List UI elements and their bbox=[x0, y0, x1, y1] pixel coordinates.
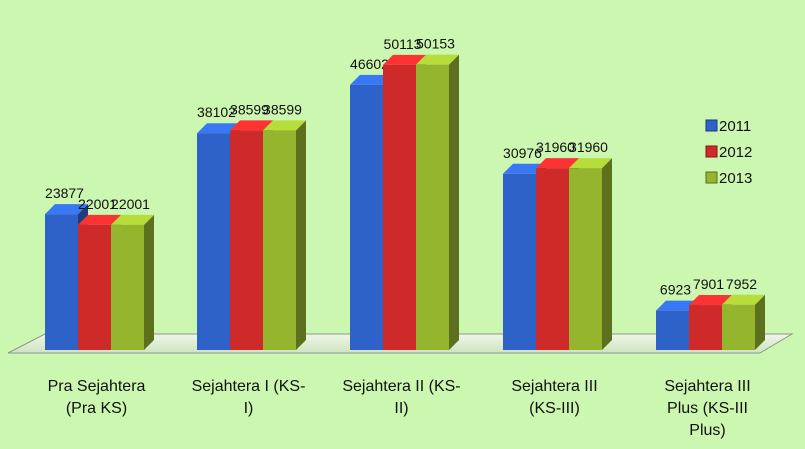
legend-label-2011: 2011 bbox=[719, 118, 751, 135]
data-label-2013-4: 7952 bbox=[726, 276, 757, 292]
bar-2013-1 bbox=[263, 130, 296, 350]
bar-2012-0 bbox=[78, 224, 111, 350]
bar-2012-3 bbox=[536, 168, 569, 350]
category-label-0-0: Pra Sejahtera bbox=[48, 378, 146, 395]
bar-2011-1 bbox=[197, 133, 230, 350]
data-label-2012-3: 31960 bbox=[536, 139, 575, 155]
bar-side-2013-0 bbox=[144, 214, 154, 350]
category-label-4-0: Sejahtera III bbox=[664, 378, 750, 395]
legend-swatch-2012 bbox=[705, 145, 718, 158]
legend-swatch-2011 bbox=[705, 119, 718, 132]
bar-2013-0 bbox=[111, 224, 144, 350]
data-label-2012-2: 50113 bbox=[384, 36, 422, 52]
data-label-2013-3: 31960 bbox=[569, 139, 608, 155]
legend-swatch-2013 bbox=[705, 171, 718, 184]
category-label-3-0: Sejahtera III bbox=[511, 378, 597, 395]
bar-2011-2 bbox=[350, 84, 383, 350]
data-label-2012-4: 7901 bbox=[693, 276, 724, 292]
legend-label-2012: 2012 bbox=[719, 144, 752, 161]
bar-top-2013-4 bbox=[722, 294, 765, 305]
data-label-2012-1: 38599 bbox=[230, 101, 269, 117]
bar-top-2012-0 bbox=[78, 214, 121, 225]
bar-side-2013-4 bbox=[755, 294, 765, 350]
bar-side-2013-2 bbox=[449, 54, 459, 350]
legend-label-2013: 2013 bbox=[719, 170, 752, 187]
bar-2011-4 bbox=[656, 310, 689, 350]
bar-top-2013-3 bbox=[569, 158, 612, 169]
category-label-4-1: Plus (KS-III bbox=[667, 400, 748, 417]
category-label-2-1: II) bbox=[394, 400, 408, 417]
category-label-0-1: (Pra KS) bbox=[66, 400, 127, 417]
bar-top-2011-1 bbox=[197, 123, 240, 134]
bar-top-2012-2 bbox=[383, 54, 426, 65]
data-label-2011-0: 23877 bbox=[45, 185, 84, 201]
category-label-1-1: I) bbox=[244, 400, 254, 417]
bar-side-2013-3 bbox=[602, 158, 612, 350]
bar-top-2011-2 bbox=[350, 74, 393, 85]
category-label-2-0: Sejahtera II (KS- bbox=[342, 378, 460, 395]
bar-top-2011-3 bbox=[503, 163, 546, 174]
bar-2013-2 bbox=[416, 64, 449, 350]
bar-2012-2 bbox=[383, 64, 416, 350]
data-label-2011-2: 46602 bbox=[350, 56, 389, 72]
category-label-1-0: Sejahtera I (KS- bbox=[192, 378, 306, 395]
bar-2013-4 bbox=[722, 304, 755, 350]
data-label-2012-0: 22001 bbox=[78, 196, 117, 212]
data-label-2013-1: 38599 bbox=[263, 101, 302, 117]
bar-2011-3 bbox=[503, 173, 536, 350]
bar-2012-4 bbox=[689, 305, 722, 350]
bar-top-2011-4 bbox=[656, 300, 699, 311]
data-label-2011-4: 6923 bbox=[660, 282, 691, 298]
bar-top-2012-4 bbox=[689, 295, 732, 306]
data-label-2011-1: 38102 bbox=[197, 104, 236, 120]
data-label-2011-3: 30976 bbox=[503, 145, 542, 161]
bar-top-2013-0 bbox=[111, 214, 154, 225]
bar-side-2013-1 bbox=[296, 120, 306, 350]
data-label-2013-2: 50153 bbox=[416, 36, 455, 52]
bar-top-2012-1 bbox=[230, 120, 273, 131]
bar-2012-1 bbox=[230, 130, 263, 350]
data-label-2013-0: 22001 bbox=[111, 196, 150, 212]
bar-top-2011-0 bbox=[45, 204, 88, 215]
category-label-4-2: Plus) bbox=[689, 422, 725, 439]
bar-top-2013-1 bbox=[263, 120, 306, 131]
bar-2013-3 bbox=[569, 168, 602, 350]
category-label-3-1: (KS-III) bbox=[529, 400, 580, 417]
bar-2011-0 bbox=[45, 214, 78, 350]
bar-top-2012-3 bbox=[536, 158, 579, 169]
bar-top-2013-2 bbox=[416, 54, 459, 65]
